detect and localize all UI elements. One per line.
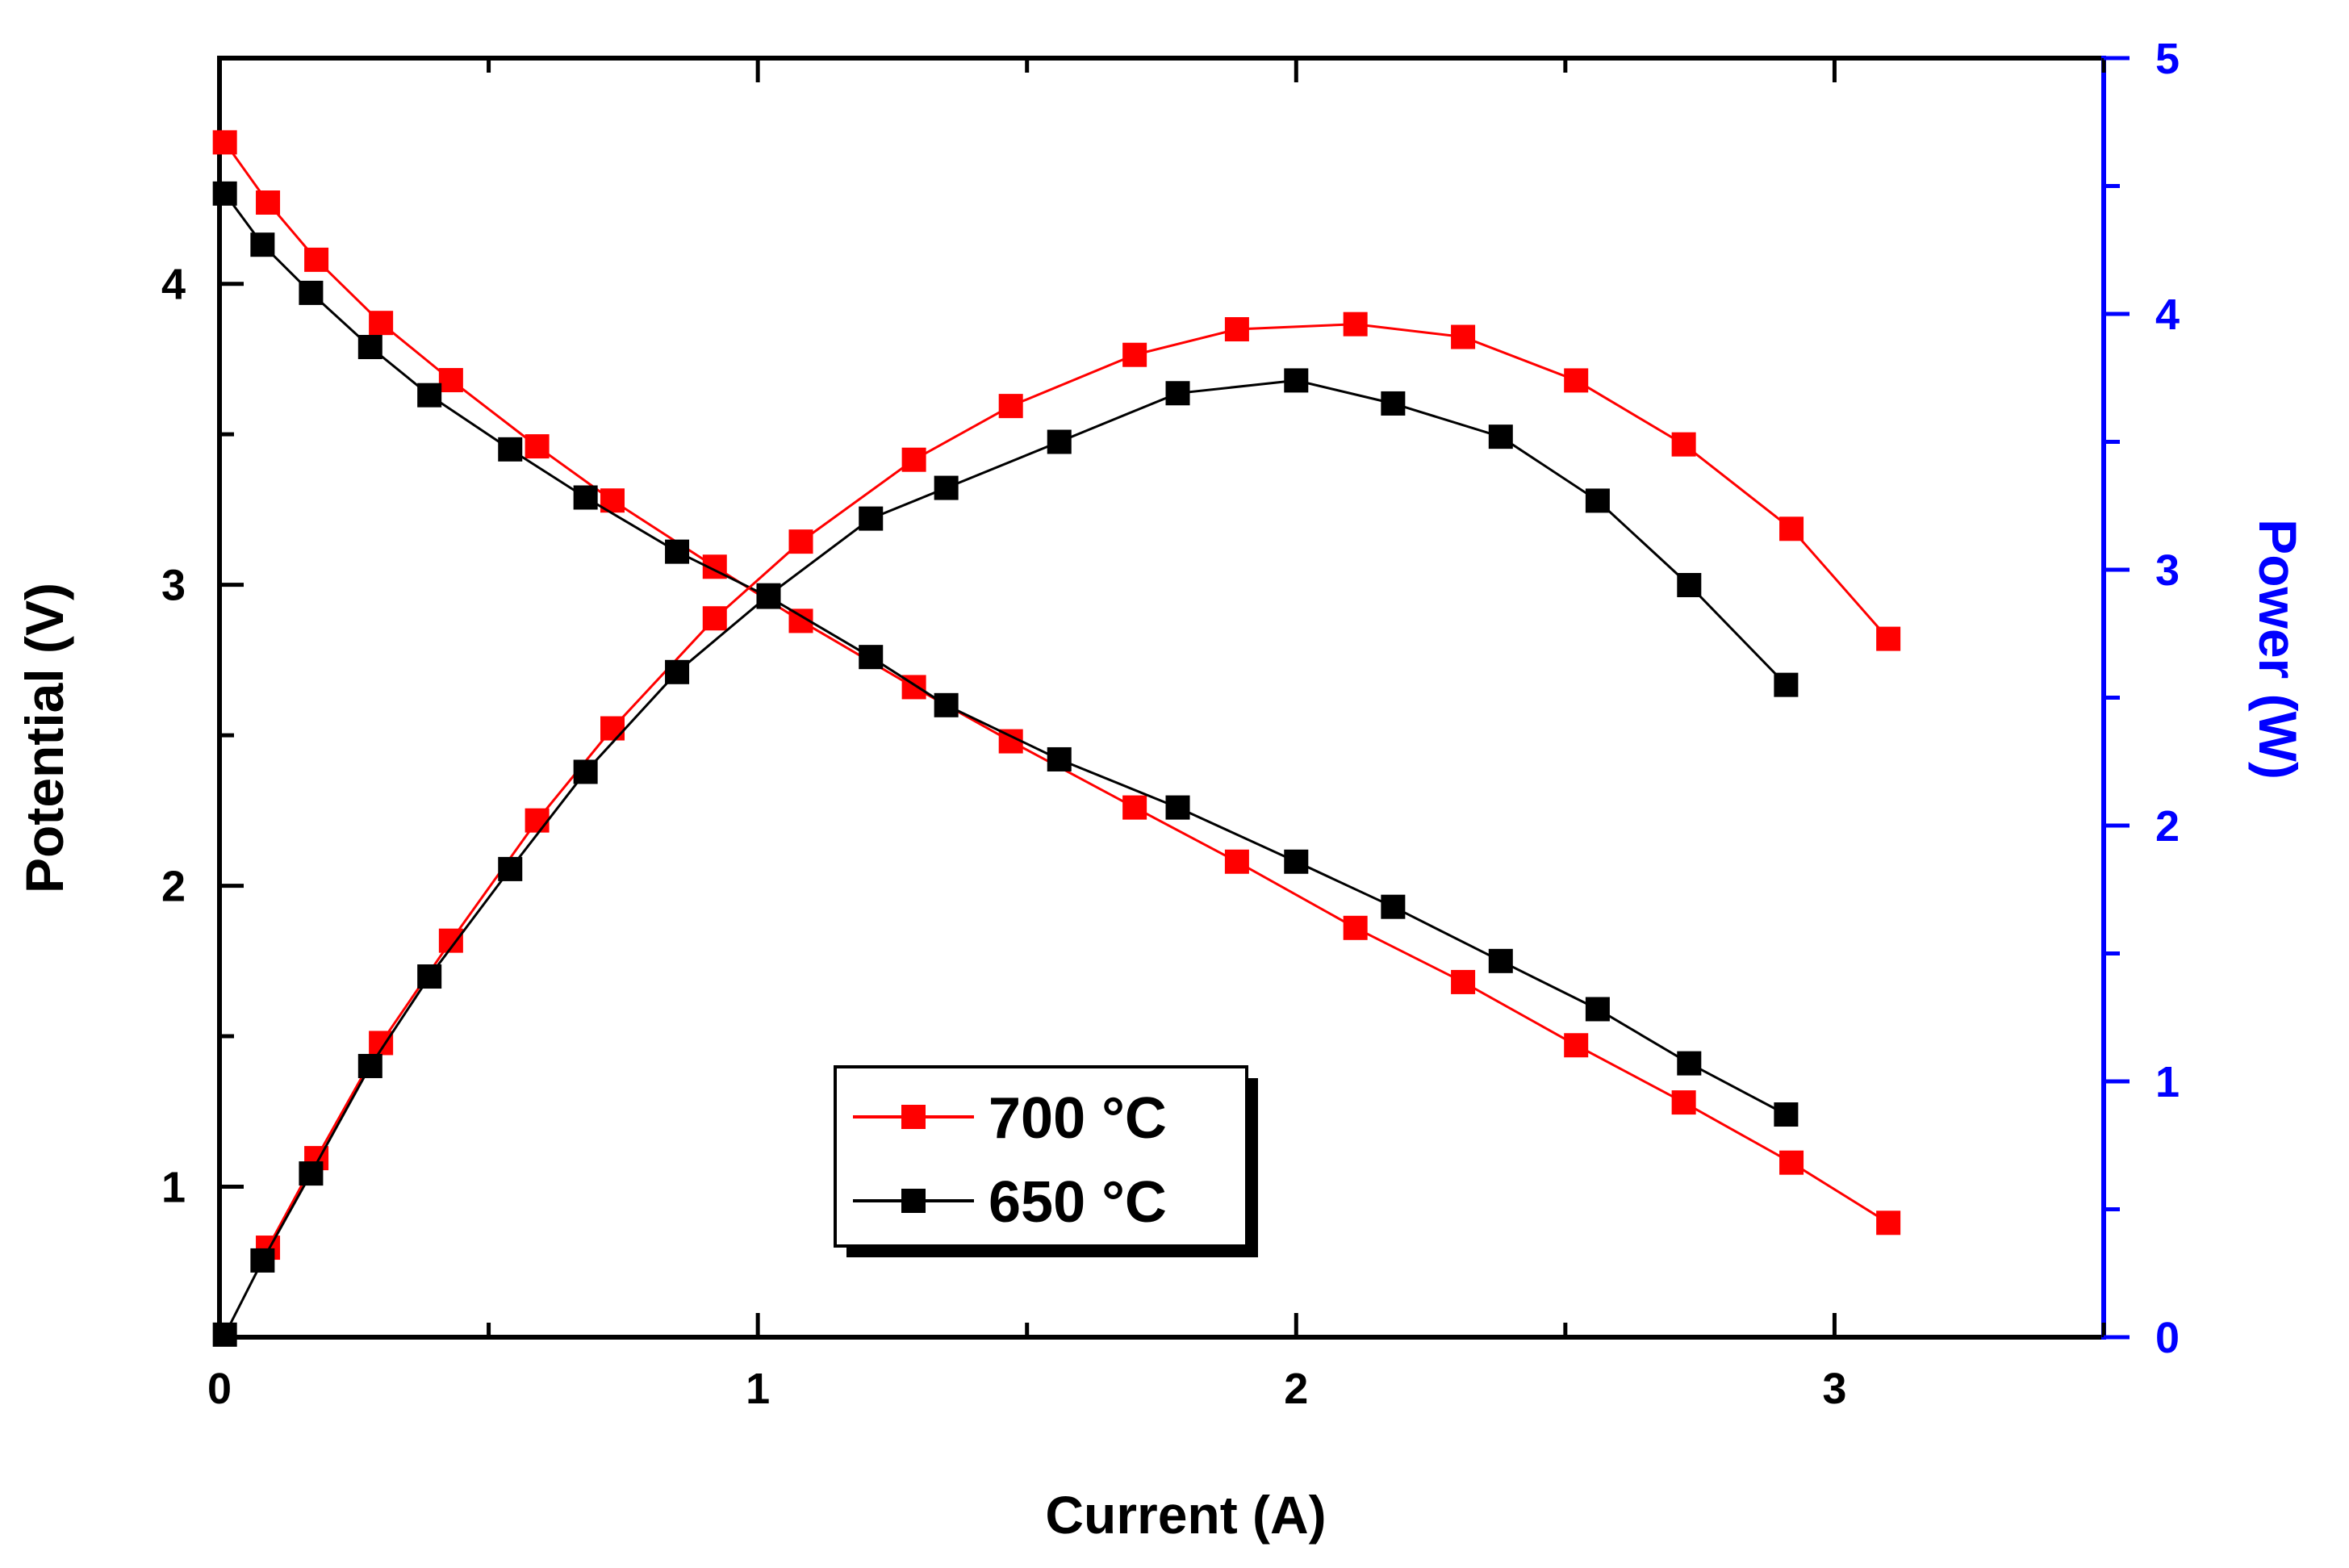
data-point [1488, 424, 1513, 449]
data-point [1876, 1210, 1901, 1236]
data-point [1779, 516, 1804, 541]
data-point [702, 606, 727, 631]
data-point [498, 437, 523, 462]
data-point [1343, 915, 1368, 940]
series-layer [212, 130, 1901, 1347]
data-point [1677, 573, 1702, 598]
data-point [304, 247, 329, 272]
data-point [1488, 948, 1513, 973]
y-left-tick-label: 4 [161, 261, 186, 309]
data-point [299, 280, 324, 305]
data-point [299, 1161, 324, 1186]
data-point [1585, 488, 1610, 513]
y-right-tick-label: 0 [2155, 1314, 2180, 1362]
series-line [224, 141, 1889, 1224]
data-point [1585, 997, 1610, 1022]
data-point [1564, 368, 1589, 393]
series-line [266, 323, 1890, 1248]
data-point [417, 964, 442, 989]
data-point [357, 1053, 382, 1078]
data-point [1165, 381, 1190, 406]
data-point [1876, 626, 1901, 651]
data-point [1284, 849, 1309, 874]
y-axis-right-title: Power (W) [2248, 519, 2308, 780]
data-point [665, 659, 690, 684]
data-point [1677, 1051, 1702, 1076]
data-point [438, 368, 463, 393]
y-left-tick-label: 2 [161, 863, 186, 911]
data-point [212, 130, 237, 155]
series-potential-650 [212, 181, 1799, 1127]
y-right-tick-label: 2 [2155, 802, 2180, 851]
data-point [525, 434, 550, 459]
data-point [525, 808, 550, 833]
y-right-tick-label: 3 [2155, 546, 2180, 595]
data-point [256, 190, 281, 215]
data-point [1564, 1033, 1589, 1058]
data-point [573, 485, 598, 510]
x-tick-label: 0 [207, 1365, 232, 1413]
data-point [250, 1248, 275, 1273]
x-tick-label: 1 [746, 1365, 770, 1413]
data-point [1047, 429, 1072, 454]
series-line [224, 192, 1787, 1116]
data-point [1122, 795, 1147, 820]
data-point [1451, 969, 1476, 994]
data-point [498, 856, 523, 881]
data-point [756, 583, 781, 608]
data-point [934, 475, 959, 500]
data-point [212, 181, 237, 206]
series-power-650 [212, 368, 1799, 1347]
y-left-tick-label: 1 [161, 1164, 186, 1212]
legend-label: 700 °C [989, 1086, 1167, 1151]
data-point [1774, 1102, 1799, 1127]
data-point [934, 692, 959, 717]
data-point [417, 383, 442, 408]
data-point [573, 759, 598, 784]
legend-box [834, 1065, 1248, 1248]
data-point [1774, 672, 1799, 697]
data-point [1284, 368, 1309, 393]
data-point [212, 1322, 237, 1347]
data-point [357, 335, 382, 360]
data-point [369, 311, 394, 336]
data-point [1671, 1090, 1696, 1115]
ticks: 0 1 2 3 1 2 3 4 0 1 2 3 4 5 [161, 35, 2180, 1413]
y-left-tick-label: 3 [161, 562, 186, 610]
x-tick-label: 3 [1822, 1365, 1846, 1413]
legend-marker [901, 1105, 926, 1129]
data-point [1779, 1150, 1804, 1175]
data-point [1165, 795, 1190, 820]
data-point [1224, 849, 1249, 874]
y-axis-left-title: Potential (V) [15, 583, 74, 893]
data-point [1381, 894, 1406, 919]
legend-marker [901, 1189, 926, 1213]
data-point [1224, 317, 1249, 342]
x-tick-label: 2 [1284, 1365, 1308, 1413]
data-point [1381, 391, 1406, 416]
y-right-tick-label: 1 [2155, 1058, 2180, 1106]
data-point [1671, 432, 1696, 457]
data-point [1047, 746, 1072, 771]
series-power-700 [256, 312, 1901, 1261]
data-point [788, 529, 813, 554]
data-point [998, 394, 1023, 419]
data-point [1451, 324, 1476, 349]
y-right-tick-label: 5 [2155, 35, 2180, 83]
data-point [1343, 312, 1368, 337]
data-point [1122, 342, 1147, 367]
data-point [250, 232, 275, 257]
data-point [859, 645, 884, 670]
axis-labels: Current (A) Potential (V) Power (W) [15, 519, 2308, 1545]
data-point [901, 447, 926, 472]
legend-label: 650 °C [989, 1170, 1167, 1235]
y-right-tick-label: 4 [2155, 291, 2180, 339]
legend: 700 °C 650 °C [834, 1065, 1258, 1257]
data-point [859, 506, 884, 531]
x-axis-title: Current (A) [1045, 1485, 1326, 1545]
data-point [665, 539, 690, 564]
data-point [600, 716, 625, 741]
series-potential-700 [212, 130, 1901, 1236]
